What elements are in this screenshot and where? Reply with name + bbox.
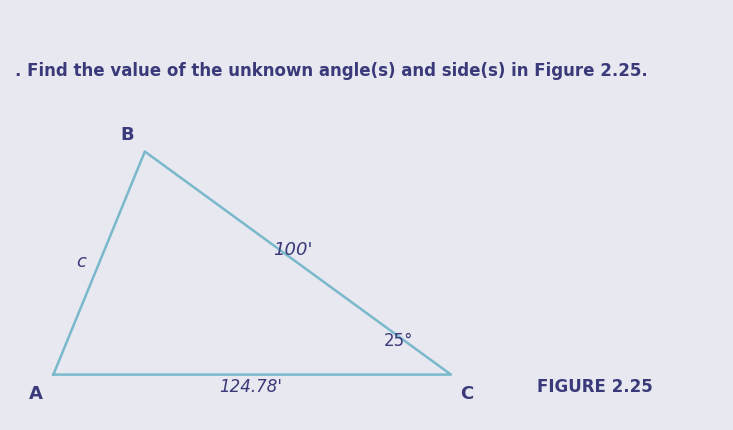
- Text: c: c: [76, 253, 86, 271]
- Text: 100': 100': [273, 241, 312, 259]
- Text: A: A: [29, 385, 43, 403]
- Text: 25°: 25°: [383, 332, 413, 350]
- Text: 124.78': 124.78': [219, 378, 282, 396]
- Text: B: B: [120, 126, 134, 144]
- Text: C: C: [460, 385, 473, 403]
- Text: FIGURE 2.25: FIGURE 2.25: [537, 378, 653, 396]
- Text: . Find the value of the unknown angle(s) and side(s) in Figure 2.25.: . Find the value of the unknown angle(s)…: [15, 62, 647, 80]
